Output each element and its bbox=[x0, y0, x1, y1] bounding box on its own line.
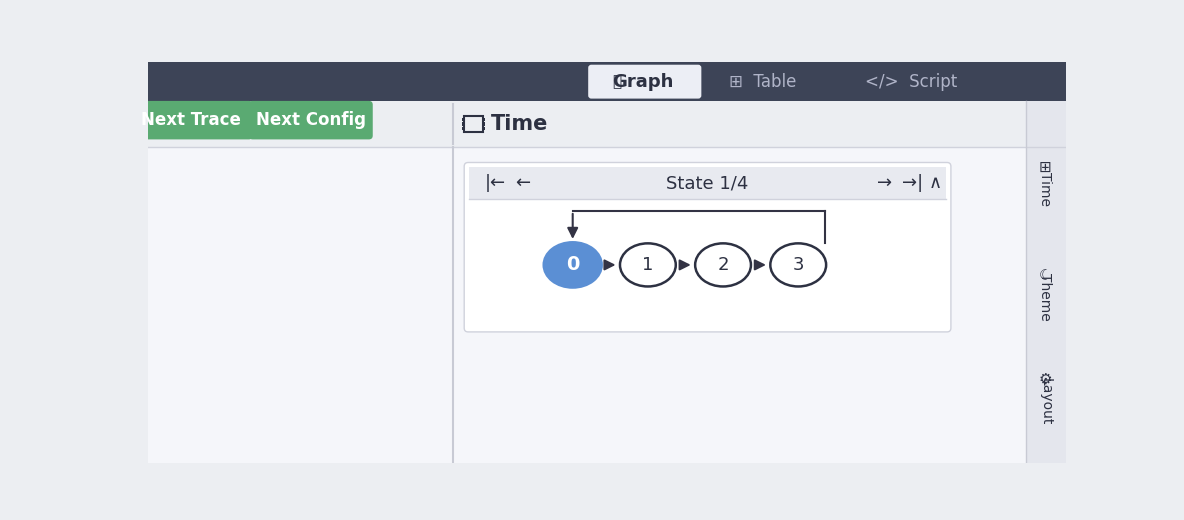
Text: Next Trace: Next Trace bbox=[141, 111, 240, 129]
Text: </>  Script: </> Script bbox=[866, 73, 958, 90]
Ellipse shape bbox=[620, 243, 676, 287]
FancyBboxPatch shape bbox=[1027, 101, 1066, 463]
FancyBboxPatch shape bbox=[249, 101, 373, 139]
FancyBboxPatch shape bbox=[462, 127, 465, 130]
Text: Layout: Layout bbox=[1038, 378, 1053, 425]
FancyBboxPatch shape bbox=[482, 118, 485, 121]
Text: Graph: Graph bbox=[612, 73, 674, 90]
Text: 3: 3 bbox=[792, 256, 804, 274]
Text: ⊞  Table: ⊞ Table bbox=[729, 73, 797, 90]
Text: Next Config: Next Config bbox=[256, 111, 366, 129]
FancyBboxPatch shape bbox=[148, 62, 1066, 101]
FancyBboxPatch shape bbox=[464, 162, 951, 332]
FancyBboxPatch shape bbox=[148, 147, 1027, 463]
FancyBboxPatch shape bbox=[482, 122, 485, 125]
Text: ←: ← bbox=[515, 174, 530, 192]
FancyBboxPatch shape bbox=[462, 122, 465, 125]
Text: Time: Time bbox=[1038, 173, 1053, 206]
FancyBboxPatch shape bbox=[462, 118, 465, 121]
Text: ∧: ∧ bbox=[928, 174, 942, 192]
Text: 0: 0 bbox=[566, 255, 579, 275]
FancyBboxPatch shape bbox=[588, 64, 701, 99]
FancyBboxPatch shape bbox=[482, 127, 485, 130]
Text: 2: 2 bbox=[718, 256, 729, 274]
Text: →|: →| bbox=[901, 174, 922, 192]
Text: ⚙: ⚙ bbox=[1038, 372, 1053, 387]
FancyBboxPatch shape bbox=[469, 167, 946, 200]
Text: ⫘: ⫘ bbox=[612, 74, 622, 89]
Text: ⊞: ⊞ bbox=[1040, 160, 1051, 175]
Ellipse shape bbox=[771, 243, 826, 287]
Text: |←: |← bbox=[484, 174, 506, 192]
Ellipse shape bbox=[542, 241, 603, 289]
Text: 1: 1 bbox=[642, 256, 654, 274]
Text: Theme: Theme bbox=[1038, 274, 1053, 321]
Text: State 1/4: State 1/4 bbox=[667, 174, 748, 192]
Ellipse shape bbox=[695, 243, 751, 287]
FancyBboxPatch shape bbox=[129, 101, 252, 139]
Text: →: → bbox=[877, 174, 893, 192]
Text: ☾: ☾ bbox=[1038, 268, 1053, 283]
FancyBboxPatch shape bbox=[148, 101, 1066, 147]
Text: Time: Time bbox=[490, 114, 548, 134]
